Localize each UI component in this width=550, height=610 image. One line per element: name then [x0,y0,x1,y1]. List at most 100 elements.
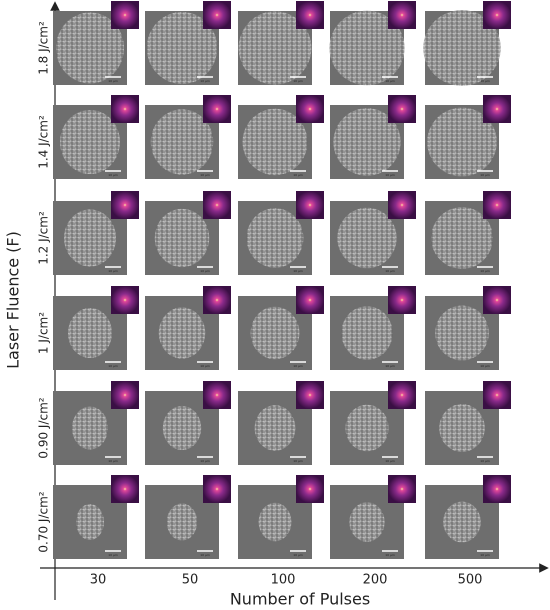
laser-spot [250,306,300,360]
row-label: 0.70 J/cm² [37,491,51,552]
laser-spot [254,405,296,451]
column-label: 200 [363,573,388,588]
scale-bar-label: 10 μm [480,173,490,177]
scale-bar-label: 10 μm [385,269,395,273]
fft-inset [388,191,416,219]
sem-image: 10 μm [238,286,324,370]
scale-bar-label: 10 μm [108,269,118,273]
fft-inset [483,381,511,409]
fft-inset [388,95,416,123]
fft-inset [203,1,231,29]
sem-image: 10 μm [145,286,231,370]
column-label: 50 [182,573,199,588]
fft-inset [203,95,231,123]
scale-bar-label: 10 μm [480,459,490,463]
sem-image: 10 μm [53,95,139,179]
sem-image: 10 μm [145,381,231,465]
fft-inset [388,1,416,29]
fft-inset [111,95,139,123]
sem-image: 10 μm [330,95,416,179]
laser-spot [423,10,501,86]
scale-bar-label: 10 μm [385,459,395,463]
laser-spot [146,11,218,85]
column-label: 30 [90,573,107,588]
scale-bar-label: 10 μm [293,173,303,177]
scale-bar-label: 10 μm [108,553,118,557]
laser-spot [166,503,198,541]
sem-image: 10 μm [145,1,231,85]
sem-image: 10 μm [330,475,416,559]
fft-inset [111,475,139,503]
sem-image: 10 μm [330,191,416,275]
sem-image: 10 μm [330,286,416,370]
fft-inset [483,191,511,219]
laser-spot [154,208,210,268]
image-grid: 30 50 100 200 500 1.8 J/cm² 10 μm 10 μm 10 μm 10 … [37,1,511,588]
sem-image: 10 μm [425,286,511,370]
scale-bar-label: 10 μm [108,173,118,177]
scale-bar-label: 10 μm [200,364,210,368]
sem-image: 10 μm [53,286,139,370]
x-axis-title: Number of Pulses [230,590,370,609]
fft-inset [388,381,416,409]
fft-inset [111,286,139,314]
laser-spot [72,406,108,450]
fft-inset [483,475,511,503]
scale-bar-label: 10 μm [480,79,490,83]
column-label: 100 [271,573,296,588]
fft-inset [296,1,324,29]
sem-image: 10 μm [423,1,511,86]
fft-inset [296,191,324,219]
sem-image: 10 μm [238,191,324,275]
laser-spot [349,502,385,542]
scale-bar-label: 10 μm [293,364,303,368]
laser-spot [150,109,214,175]
scale-bar-label: 10 μm [385,173,395,177]
scale-bar-label: 10 μm [480,364,490,368]
scale-bar-label: 10 μm [293,553,303,557]
sem-image: 10 μm [145,95,231,179]
sem-image: 10 μm [330,381,416,465]
laser-spot [242,108,308,176]
fft-inset [203,286,231,314]
scale-bar-label: 10 μm [200,79,210,83]
sem-image: 10 μm [425,381,511,465]
fft-inset [111,1,139,29]
scale-bar-label: 10 μm [385,364,395,368]
laser-spot [68,308,112,358]
fft-inset [483,286,511,314]
sem-image: 10 μm [53,381,139,465]
fft-inset [483,1,511,29]
laser-spot [341,306,393,360]
scale-bar-label: 10 μm [385,553,395,557]
scale-bar-label: 10 μm [200,553,210,557]
laser-spot [60,110,120,174]
fft-inset [111,381,139,409]
sem-image: 10 μm [238,475,324,559]
scale-bar-label: 10 μm [200,459,210,463]
laser-spot [333,108,401,176]
y-axis-title: Laser Fluence (F) [4,231,23,369]
sem-image: 10 μm [238,381,324,465]
row-label: 0.90 J/cm² [37,397,51,458]
fft-inset [203,475,231,503]
row-label: 1.4 J/cm² [37,115,51,169]
laser-spot [439,404,485,452]
row-label: 1.8 J/cm² [37,21,51,75]
fft-inset [296,381,324,409]
sem-image: 10 μm [53,475,139,559]
fft-inset [296,475,324,503]
fft-inset [296,95,324,123]
laser-spot [431,207,493,269]
sem-image: 10 μm [329,1,416,86]
laser-spot [162,405,202,451]
sem-image: 10 μm [145,475,231,559]
row-label: 1.2 J/cm² [37,211,51,265]
sem-image: 10 μm [425,475,511,559]
column-label: 500 [458,573,483,588]
fft-inset [111,191,139,219]
fft-inset [296,286,324,314]
sem-image: 10 μm [53,1,139,85]
scale-bar-label: 10 μm [480,269,490,273]
